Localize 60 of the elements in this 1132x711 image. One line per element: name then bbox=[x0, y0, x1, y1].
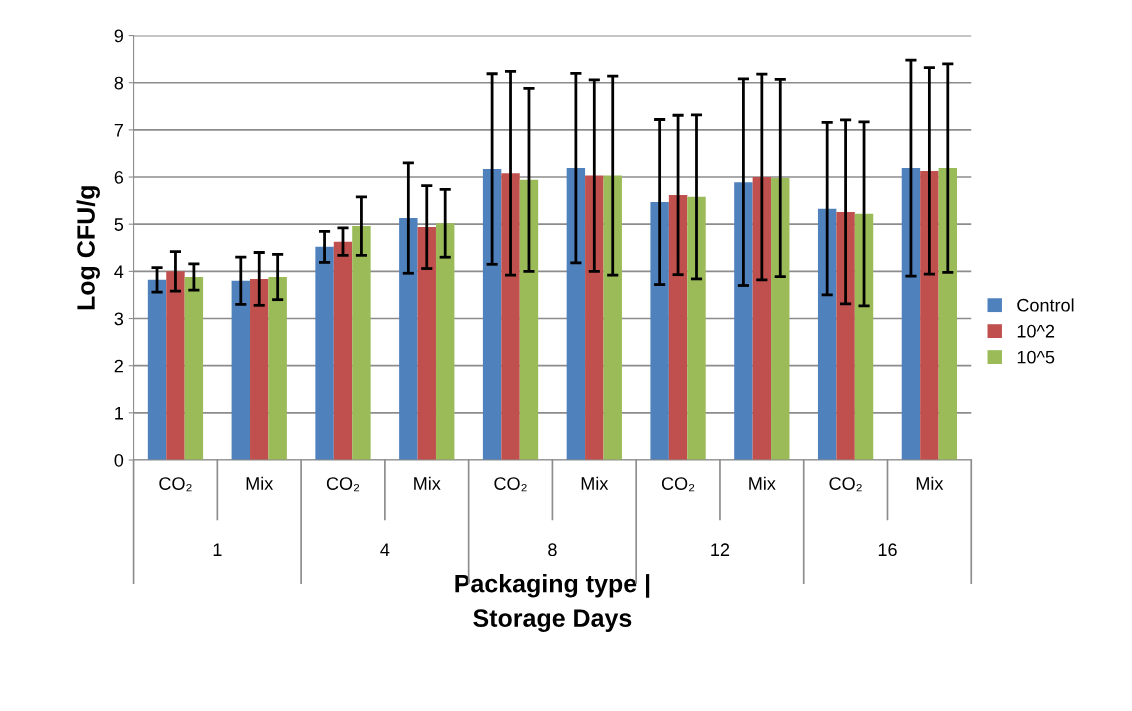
text: 12 bbox=[711, 543, 730, 556]
bar bbox=[771, 177, 790, 461]
x-tick-label: CO₂ bbox=[829, 477, 862, 492]
bar bbox=[417, 227, 436, 461]
bar bbox=[585, 175, 604, 461]
legend-label: Control bbox=[1017, 298, 1074, 312]
x-tick-label: CO₂ bbox=[494, 477, 527, 492]
bar bbox=[650, 202, 669, 461]
bar bbox=[166, 271, 185, 461]
bar bbox=[734, 182, 753, 461]
x-axis-title: Packaging type | Storage Days bbox=[455, 574, 650, 633]
x-tick-label: Mix bbox=[749, 476, 776, 490]
text: 1 bbox=[213, 543, 222, 556]
y-tick-label: 1 bbox=[115, 406, 123, 420]
bar bbox=[435, 223, 455, 461]
bar bbox=[901, 168, 921, 461]
bar bbox=[315, 246, 334, 461]
x-tick-label: CO₂ bbox=[661, 477, 695, 492]
y-tick-label: 0 bbox=[114, 453, 124, 467]
bar bbox=[854, 213, 874, 461]
bar bbox=[268, 277, 287, 461]
bar bbox=[752, 177, 772, 461]
y-axis-title: Log CFU/g bbox=[76, 186, 100, 310]
bar bbox=[603, 175, 622, 461]
y-tick-label: 7 bbox=[114, 124, 123, 137]
legend-label: 10^5 bbox=[1017, 350, 1055, 364]
bar bbox=[836, 211, 855, 461]
bar bbox=[501, 173, 520, 461]
y-tick-label: 9 bbox=[114, 29, 123, 43]
bar bbox=[482, 169, 502, 461]
text: 8 bbox=[548, 543, 557, 557]
bar bbox=[250, 278, 269, 461]
legend-label: 10^2 bbox=[1017, 324, 1055, 338]
bar bbox=[566, 168, 586, 461]
bar bbox=[668, 194, 688, 461]
bar bbox=[333, 241, 353, 461]
bar bbox=[938, 168, 958, 461]
text: 4 bbox=[380, 543, 390, 556]
bar bbox=[352, 226, 371, 461]
x-tick-label: Mix bbox=[916, 476, 944, 490]
y-tick-label: 3 bbox=[114, 312, 124, 326]
x-tick-label: Mix bbox=[246, 476, 274, 490]
x-tick-label: Mix bbox=[414, 476, 441, 490]
bar bbox=[817, 208, 837, 461]
y-tick-label: 6 bbox=[114, 170, 124, 184]
bar bbox=[231, 280, 251, 461]
bar bbox=[920, 170, 939, 461]
bar bbox=[184, 277, 204, 461]
bar bbox=[519, 179, 539, 461]
x-tick-label: CO₂ bbox=[159, 477, 192, 492]
bar bbox=[687, 196, 706, 461]
text: 16 bbox=[878, 543, 897, 557]
y-tick-label: 8 bbox=[114, 76, 124, 90]
y-tick-label: 5 bbox=[114, 218, 124, 231]
y-tick-label: 2 bbox=[114, 359, 123, 373]
x-tick-label: CO₂ bbox=[326, 477, 360, 492]
bar bbox=[147, 279, 167, 461]
x-tick-label: Mix bbox=[581, 476, 609, 490]
y-tick-label: 4 bbox=[114, 265, 124, 278]
bar bbox=[399, 218, 418, 461]
